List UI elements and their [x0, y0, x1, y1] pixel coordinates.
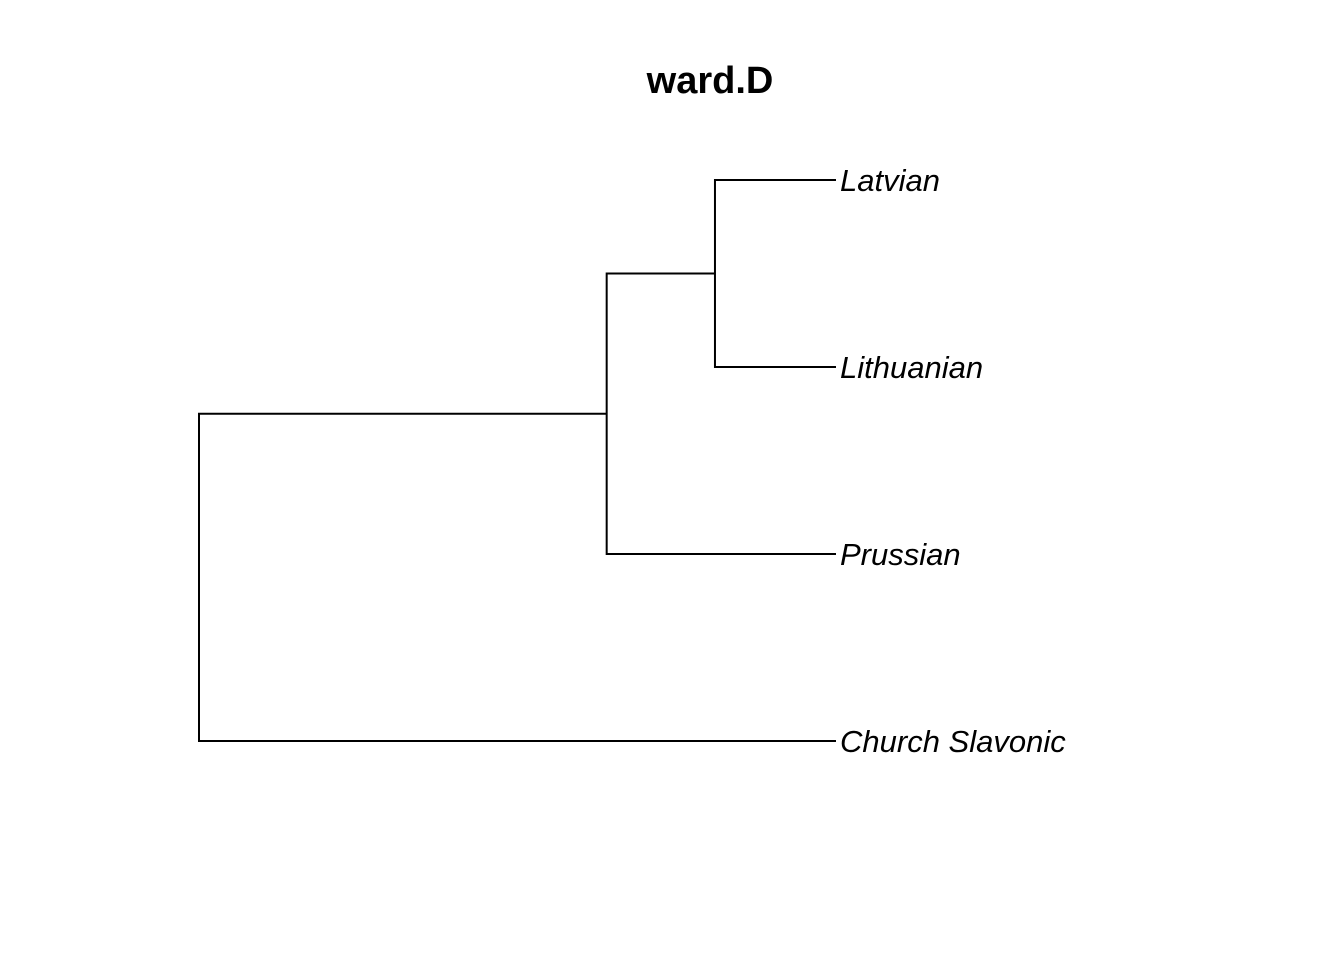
branch-m2: [605, 272, 836, 555]
leaf-label-lithuanian: Lithuanian: [840, 350, 983, 385]
leaf-label-prussian: Prussian: [840, 537, 961, 572]
leaf-labels: Latvian Lithuanian Prussian Church Slavonic: [840, 163, 1066, 759]
dendrogram-branches: [198, 179, 836, 742]
leaf-label-church-slavonic: Church Slavonic: [840, 724, 1066, 759]
branch-m3: [198, 412, 836, 742]
plot-title: ward.D: [646, 60, 774, 102]
branch-m1: [713, 179, 836, 368]
leaf-label-latvian: Latvian: [840, 163, 940, 198]
